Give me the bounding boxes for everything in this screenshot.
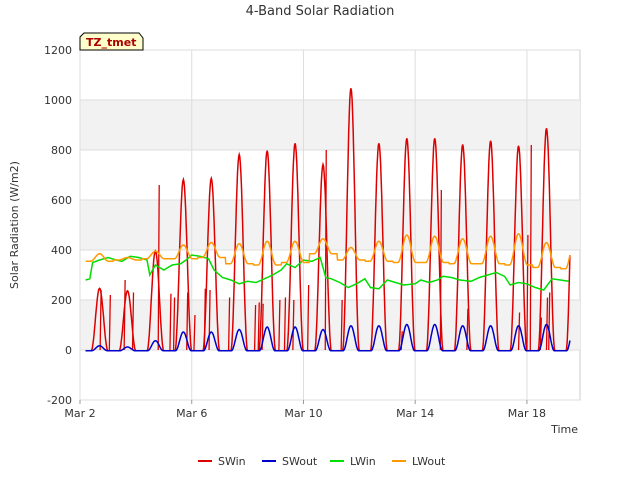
series-swin-spike bbox=[131, 292, 135, 351]
legend-label-lwin: LWin bbox=[350, 455, 376, 468]
series-swin-spike bbox=[227, 297, 231, 351]
series-swin-spike bbox=[123, 279, 126, 351]
y-tick-label: 800 bbox=[51, 144, 72, 157]
y-axis-label: Solar Radiation (W/m2) bbox=[8, 161, 21, 289]
y-tick-label: 1000 bbox=[44, 94, 72, 107]
y-tick-label: -200 bbox=[47, 394, 72, 407]
legend: SWin SWout LWin LWout bbox=[198, 455, 446, 468]
series-swin-spike bbox=[169, 293, 172, 351]
plot-background bbox=[79, 49, 581, 401]
x-axis-ticks: Mar 2 Mar 6 Mar 10 Mar 14 Mar 18 bbox=[64, 400, 546, 420]
x-tick-label: Mar 2 bbox=[64, 407, 95, 420]
x-tick-label: Mar 10 bbox=[284, 407, 322, 420]
series-swin-spike bbox=[257, 302, 260, 351]
series-swin-spike bbox=[340, 299, 343, 351]
legend-label-swout: SWout bbox=[282, 455, 318, 468]
station-badge-label: TZ_tmet bbox=[86, 36, 136, 49]
plot-band bbox=[80, 200, 580, 250]
series-swin-spike bbox=[253, 304, 257, 351]
series-swin-spike bbox=[208, 289, 211, 351]
series-swin-spike bbox=[203, 288, 206, 351]
y-tick-label: 1200 bbox=[44, 44, 72, 57]
series-swin-spike bbox=[526, 234, 529, 351]
series-swin-spike bbox=[193, 314, 196, 351]
y-tick-label: 0 bbox=[65, 344, 72, 357]
series-swin-spike bbox=[324, 149, 327, 351]
series-swin-spike bbox=[292, 299, 295, 351]
series-lwin bbox=[85, 254, 569, 291]
series-swin-spike bbox=[548, 292, 551, 351]
x-tick-label: Mar 18 bbox=[508, 407, 546, 420]
series-swin-spike bbox=[439, 189, 442, 351]
station-badge: TZ_tmet bbox=[79, 32, 144, 51]
station-badge-shape bbox=[79, 32, 144, 51]
series-swin-spike bbox=[283, 297, 287, 351]
series-swin-spike bbox=[172, 297, 176, 351]
series-swin-spike bbox=[529, 144, 532, 351]
y-tick-label: 400 bbox=[51, 244, 72, 257]
chart-title: 4-Band Solar Radiation bbox=[246, 4, 395, 19]
series-swin-spike bbox=[99, 289, 102, 351]
legend-label-swin: SWin bbox=[218, 455, 246, 468]
series-swin-spike bbox=[307, 284, 310, 351]
legend-label-lwout: LWout bbox=[412, 455, 446, 468]
series-swin-spike bbox=[517, 312, 521, 351]
series-swout bbox=[85, 323, 571, 352]
x-axis-label: Time bbox=[550, 423, 578, 436]
series-lines bbox=[85, 88, 571, 352]
series-swin-spike bbox=[278, 299, 281, 351]
series-swin-spike bbox=[108, 294, 111, 351]
y-axis-ticks: -200 0 200 400 600 800 1000 1200 bbox=[44, 44, 72, 407]
series-swin-spike bbox=[545, 297, 549, 351]
series-lwout bbox=[85, 232, 571, 270]
y-tick-label: 200 bbox=[51, 294, 72, 307]
y-tick-label: 600 bbox=[51, 194, 72, 207]
x-tick-label: Mar 14 bbox=[396, 407, 434, 420]
plot-band bbox=[80, 100, 580, 150]
x-tick-label: Mar 6 bbox=[176, 407, 207, 420]
